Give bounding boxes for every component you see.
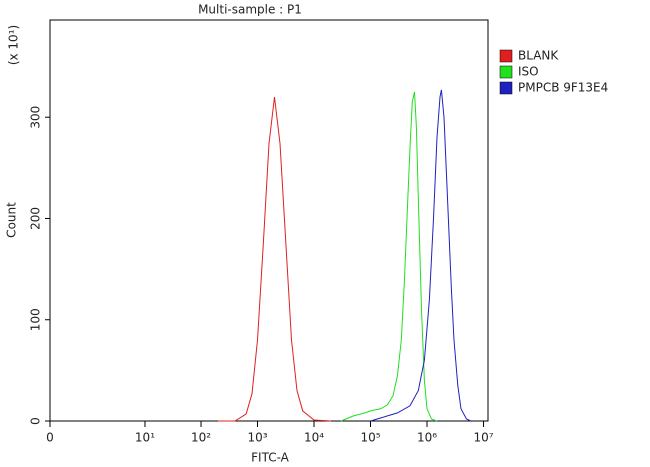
x-tick-label: 10⁶ [417,431,437,445]
x-tick-label: 10⁵ [360,431,380,445]
plot-frame [49,19,489,422]
legend-swatch [499,49,513,63]
x-tick-label: 10² [191,431,211,445]
y-tick-label: 300 [29,106,43,129]
x-tick-label: 0 [46,431,54,445]
x-tick-label: 10³ [247,431,267,445]
chart-title: Multi-sample : P1 [198,3,302,17]
legend-label: PMPCB 9F13E4 [518,81,608,95]
x-tick-label: 10¹ [135,431,155,445]
y-axis-label: Count [5,202,19,238]
x-tick-label: 10⁷ [473,431,493,445]
legend-swatch [499,81,513,95]
x-axis-label: FITC-A [251,451,290,465]
histogram-line [340,91,438,422]
legend-swatch [499,65,513,79]
y-tick-label: 200 [29,207,43,230]
y-multiplier: (x 10¹) [7,25,21,65]
y-tick-label: 0 [29,417,43,425]
legend-label: BLANK [518,49,559,63]
x-tick-label: 10⁴ [304,431,324,445]
y-tick-label: 100 [29,308,43,331]
legend-label: ISO [518,65,539,79]
histogram-line [370,89,472,422]
histogram-line [218,96,332,422]
